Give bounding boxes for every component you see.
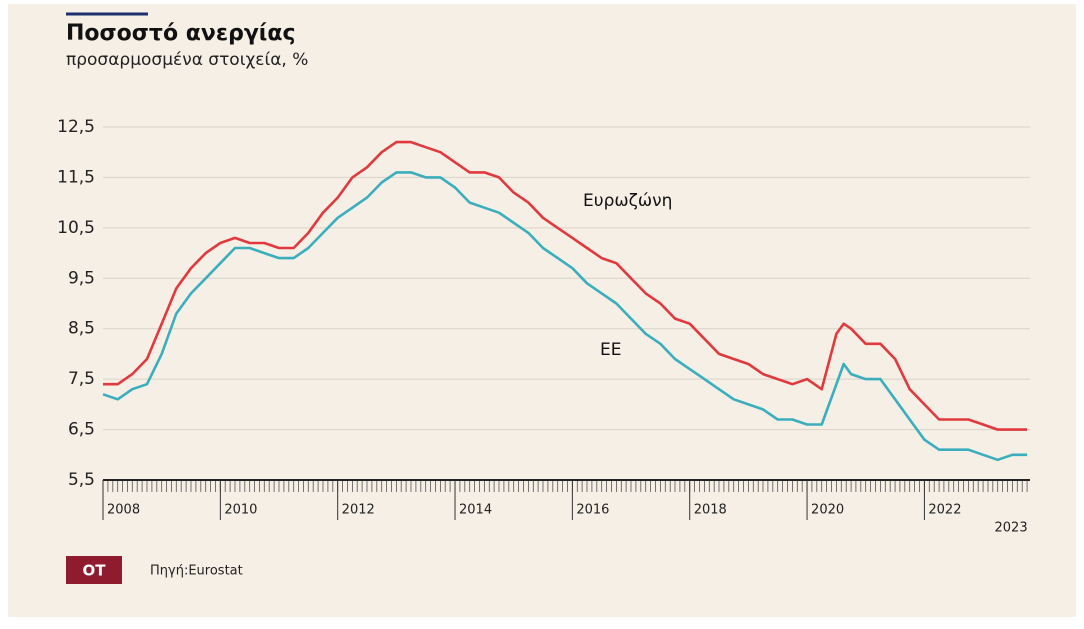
x-tick-label: 2012 — [342, 503, 375, 518]
brand-label: OT — [83, 562, 107, 580]
y-tick-label: 10,5 — [57, 218, 95, 238]
y-tick-label: 5,5 — [68, 470, 95, 490]
x-tick-label: 2008 — [107, 503, 140, 518]
series-line — [102, 171, 1028, 462]
x-tick-label: 2022 — [928, 503, 961, 518]
source-note: Πηγή:Eurostat — [150, 564, 243, 579]
y-tick-label: 9,5 — [68, 268, 95, 288]
chart-subtitle: προσαρμοσμένα στοιχεία, % — [66, 50, 308, 70]
x-tick-label: 2016 — [576, 503, 609, 518]
x-tick-label: 2023 — [995, 521, 1028, 536]
x-tick-label: 2010 — [224, 503, 257, 518]
x-tick-label: 2020 — [811, 503, 844, 518]
y-tick-label: 7,5 — [68, 369, 95, 389]
series-label: ΕΕ — [600, 340, 621, 360]
y-tick-label: 12,5 — [57, 117, 95, 137]
y-tick-label: 11,5 — [57, 167, 95, 187]
x-tick-label: 2018 — [694, 503, 727, 518]
brand-box — [66, 556, 122, 584]
y-tick-label: 6,5 — [68, 420, 95, 440]
x-tick-label: 2014 — [459, 503, 492, 518]
chart-background — [8, 4, 1076, 617]
y-tick-label: 8,5 — [68, 319, 95, 339]
series-label: Ευρωζώνη — [583, 191, 672, 211]
series-line — [103, 140, 1028, 431]
chart-title: Ποσοστό ανεργίας — [66, 21, 296, 46]
